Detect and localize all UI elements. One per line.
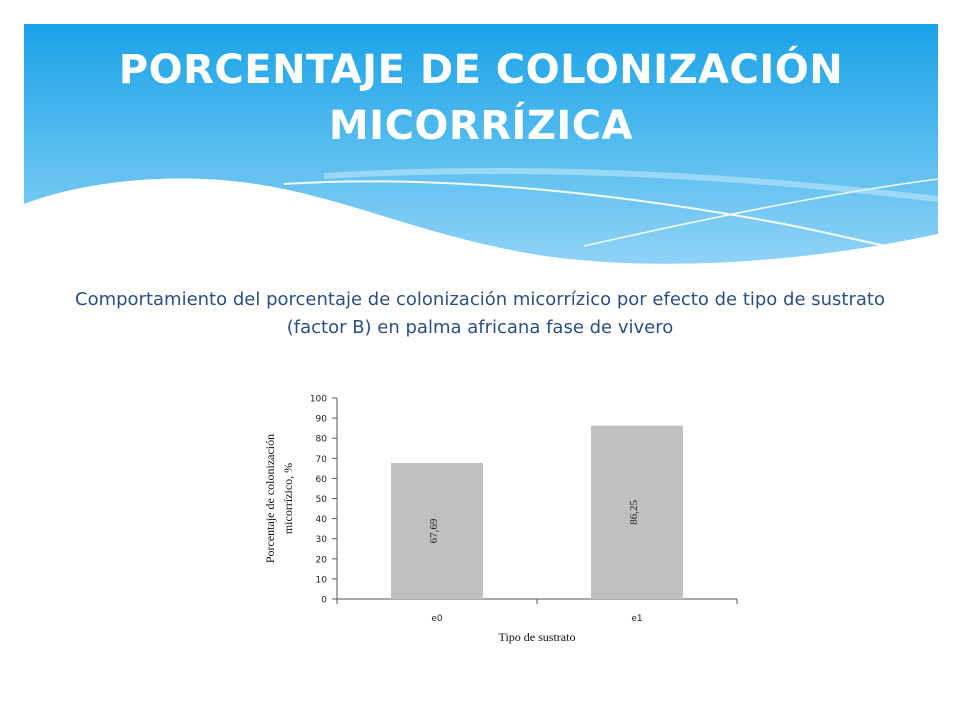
bar-e1 <box>591 425 683 599</box>
y-tick-label: 90 <box>316 415 328 425</box>
y-tick-label: 80 <box>316 435 328 445</box>
y-tick-label: 40 <box>316 515 328 525</box>
slide-title-line-1: PORCENTAJE DE COLONIZACIÓN <box>118 47 844 93</box>
y-tick-label: 50 <box>316 495 328 505</box>
slide-title-line-2: MICORRÍZICA <box>328 103 634 149</box>
slide-title: PORCENTAJE DE COLONIZACIÓN MICORRÍZICA <box>24 42 938 154</box>
y-axis-title-line-1: Porcentaje de colonización <box>263 434 277 563</box>
bar-e0 <box>391 462 483 599</box>
x-axis-title: Tipo de sustrato <box>499 630 576 644</box>
y-axis-title-line-2: micorrízico, % <box>281 463 295 534</box>
data-label: 67,69 <box>428 518 440 543</box>
y-tick-label: 30 <box>316 535 328 545</box>
banner-wave-graphic <box>24 24 938 269</box>
x-tick-label: e1 <box>631 614 642 624</box>
x-tick-label: e0 <box>431 614 443 624</box>
y-tick-label: 10 <box>316 575 328 585</box>
title-banner <box>24 24 938 269</box>
slide-subtitle: Comportamiento del porcentaje de coloniz… <box>75 289 885 338</box>
y-tick-label: 60 <box>316 475 328 485</box>
y-tick-label: 100 <box>310 395 327 405</box>
y-tick-label: 70 <box>316 455 328 465</box>
y-tick-label: 20 <box>316 555 328 565</box>
data-label: 86,25 <box>628 499 640 524</box>
y-tick-label: 0 <box>321 596 327 606</box>
